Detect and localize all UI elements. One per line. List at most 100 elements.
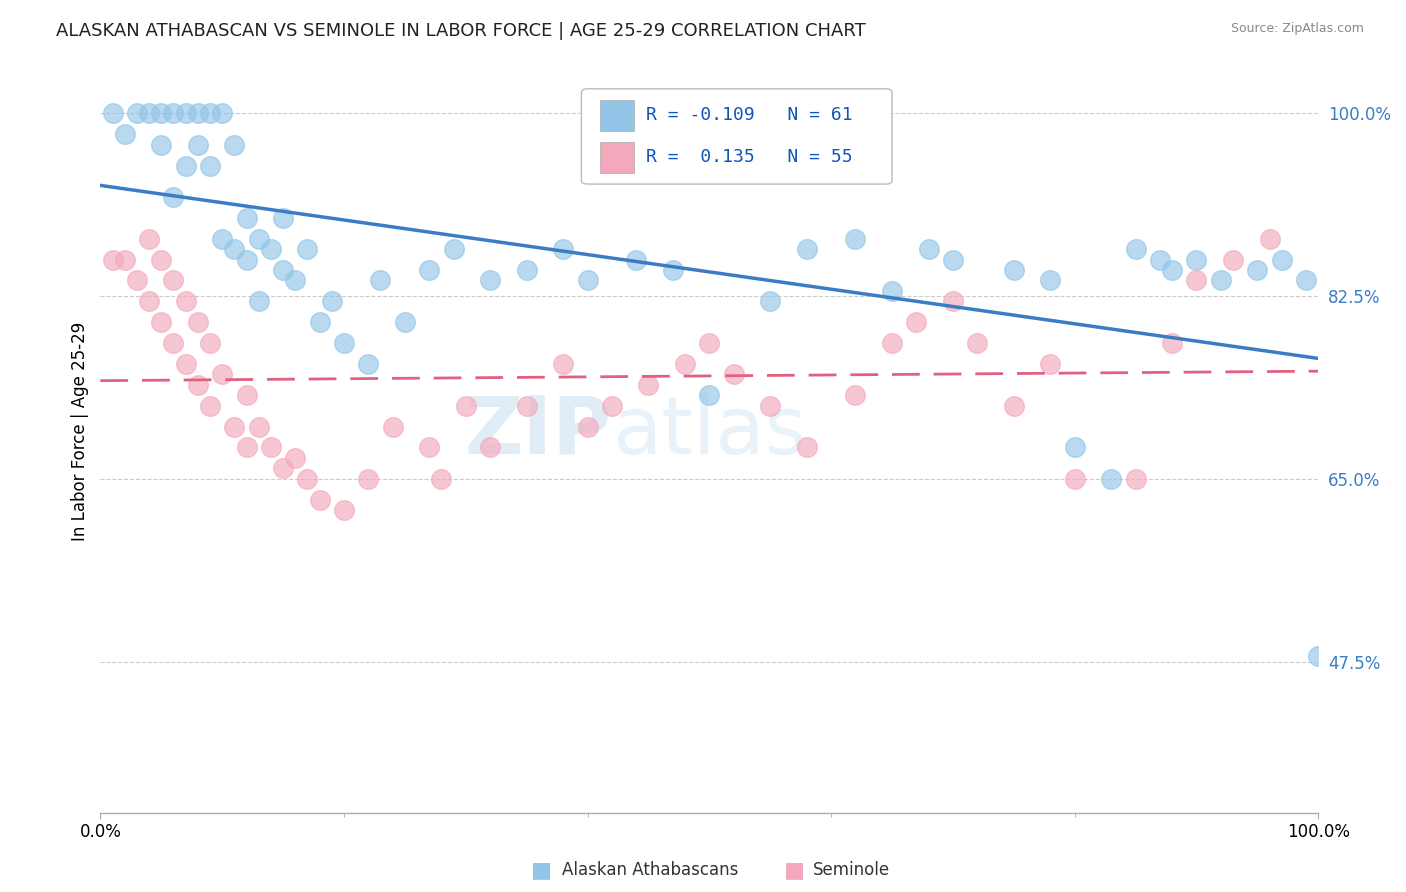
Point xyxy=(942,294,965,309)
Point xyxy=(479,273,502,287)
Point xyxy=(357,472,380,486)
Point xyxy=(1161,263,1184,277)
Text: Source: ZipAtlas.com: Source: ZipAtlas.com xyxy=(1230,22,1364,36)
Point xyxy=(235,252,257,267)
Point xyxy=(162,273,184,287)
Point xyxy=(247,419,270,434)
Point xyxy=(357,357,380,371)
Point xyxy=(430,472,453,486)
Point xyxy=(162,190,184,204)
Point xyxy=(1308,649,1330,664)
Point xyxy=(443,242,465,256)
Text: ■: ■ xyxy=(531,860,551,880)
Point xyxy=(114,127,136,141)
Point xyxy=(600,399,623,413)
Text: ■: ■ xyxy=(785,860,804,880)
Point xyxy=(333,503,356,517)
Point xyxy=(1161,336,1184,351)
Point xyxy=(759,294,782,309)
Point xyxy=(125,106,148,120)
Point xyxy=(1063,472,1085,486)
Point xyxy=(516,399,538,413)
Point xyxy=(516,263,538,277)
Point xyxy=(479,441,502,455)
Point xyxy=(1295,273,1317,287)
Point xyxy=(1185,252,1208,267)
Point xyxy=(138,106,160,120)
Point xyxy=(796,242,818,256)
Point xyxy=(844,388,866,402)
Point xyxy=(637,377,659,392)
Point xyxy=(125,273,148,287)
Point xyxy=(260,441,283,455)
Point xyxy=(138,294,160,309)
Bar xyxy=(600,100,634,131)
Point xyxy=(723,368,745,382)
Point xyxy=(187,377,209,392)
Point xyxy=(150,106,173,120)
Point xyxy=(333,336,356,351)
Point xyxy=(150,252,173,267)
Point xyxy=(673,357,696,371)
Point xyxy=(174,159,197,173)
Point xyxy=(297,242,319,256)
Text: R =  0.135   N = 55: R = 0.135 N = 55 xyxy=(645,148,852,167)
Text: R = -0.109   N = 61: R = -0.109 N = 61 xyxy=(645,106,852,125)
Point xyxy=(1209,273,1232,287)
Point xyxy=(553,242,575,256)
Point xyxy=(1271,252,1294,267)
Point xyxy=(150,137,173,152)
Point xyxy=(211,106,233,120)
Y-axis label: In Labor Force | Age 25-29: In Labor Force | Age 25-29 xyxy=(72,322,89,541)
Point xyxy=(101,252,124,267)
Point xyxy=(576,419,599,434)
Text: ALASKAN ATHABASCAN VS SEMINOLE IN LABOR FORCE | AGE 25-29 CORRELATION CHART: ALASKAN ATHABASCAN VS SEMINOLE IN LABOR … xyxy=(56,22,866,40)
Point xyxy=(114,252,136,267)
Point xyxy=(370,273,392,287)
Point xyxy=(271,461,294,475)
Point xyxy=(626,252,648,267)
Point xyxy=(418,441,440,455)
Point xyxy=(198,399,221,413)
Text: atlas: atlas xyxy=(612,392,806,471)
Point xyxy=(174,357,197,371)
Point xyxy=(198,159,221,173)
Point xyxy=(284,273,307,287)
Point xyxy=(1125,472,1147,486)
Point xyxy=(1039,357,1062,371)
Point xyxy=(162,106,184,120)
Point xyxy=(235,388,257,402)
Point xyxy=(553,357,575,371)
Bar xyxy=(600,142,634,173)
Point xyxy=(844,232,866,246)
Point xyxy=(966,336,988,351)
Point xyxy=(247,232,270,246)
Point xyxy=(1063,441,1085,455)
Point xyxy=(381,419,404,434)
Point xyxy=(198,106,221,120)
Point xyxy=(174,294,197,309)
Point xyxy=(224,137,246,152)
Point xyxy=(1246,263,1268,277)
Point xyxy=(418,263,440,277)
Point xyxy=(235,441,257,455)
Point xyxy=(454,399,477,413)
Point xyxy=(198,336,221,351)
Point xyxy=(917,242,939,256)
Point xyxy=(1125,242,1147,256)
Point xyxy=(150,315,173,329)
Point xyxy=(942,252,965,267)
Point xyxy=(880,336,903,351)
Point xyxy=(138,232,160,246)
Point xyxy=(224,242,246,256)
FancyBboxPatch shape xyxy=(582,89,891,184)
Point xyxy=(187,106,209,120)
Point xyxy=(211,368,233,382)
Point xyxy=(174,106,197,120)
Point xyxy=(235,211,257,225)
Text: ZIP: ZIP xyxy=(464,392,612,471)
Point xyxy=(284,450,307,465)
Text: Alaskan Athabascans: Alaskan Athabascans xyxy=(562,861,738,879)
Point xyxy=(224,419,246,434)
Point xyxy=(394,315,416,329)
